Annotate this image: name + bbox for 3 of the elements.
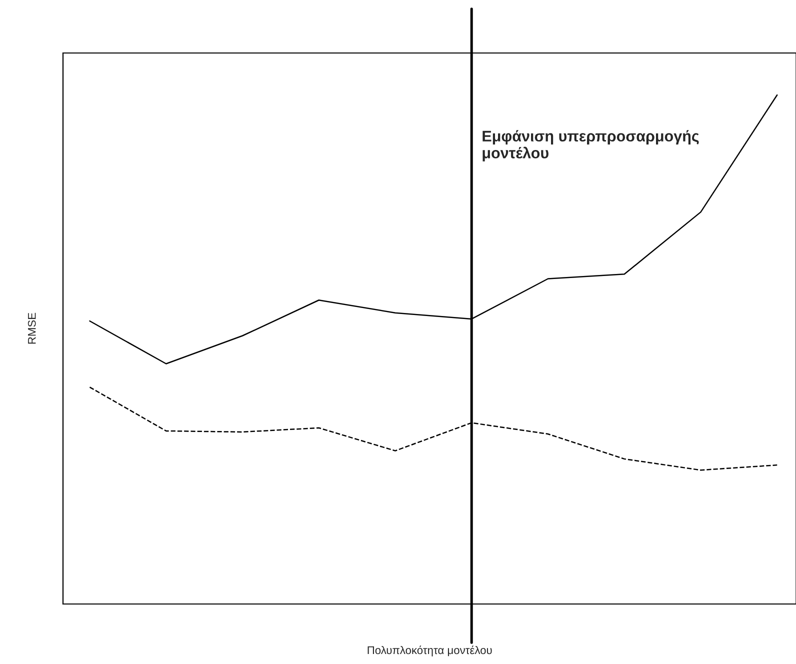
x-axis-title: Πολυπλοκότητα μοντέλου	[368, 646, 492, 656]
annotation: Εμφάνιση υπερπροσαρμογής μοντέλου	[482, 130, 699, 162]
y-axis-title: RMSE	[28, 312, 36, 344]
